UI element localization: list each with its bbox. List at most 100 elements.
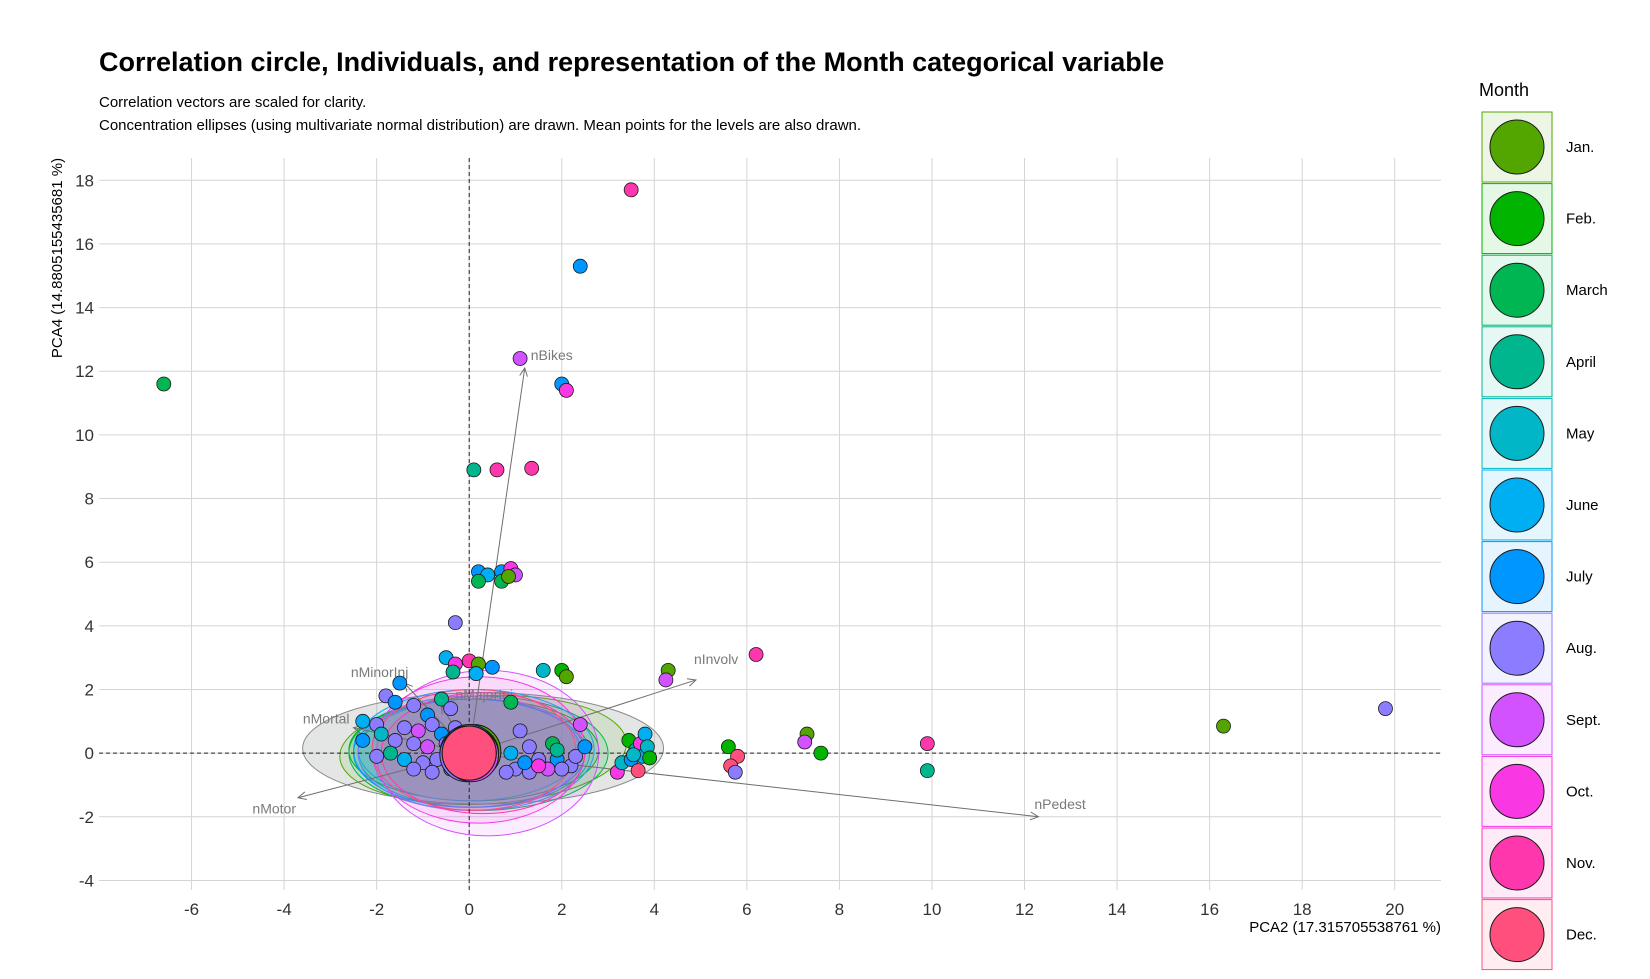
vector-label-nMinorInj: nMinorInj [351, 664, 409, 680]
mean-point-dec [441, 725, 497, 781]
x-tick-label: 16 [1200, 900, 1219, 919]
x-tick-label: 6 [742, 900, 751, 919]
point-march [503, 694, 519, 710]
grid-lines [99, 158, 1441, 890]
point-july [387, 694, 403, 710]
chart-subtitle-line-1: Correlation vectors are scaled for clari… [99, 94, 366, 111]
point-aug [443, 701, 459, 716]
point-aug [512, 723, 528, 739]
point-april [549, 742, 565, 758]
x-tick-label: 14 [1108, 900, 1127, 919]
y-tick-label: 16 [75, 235, 94, 254]
legend-key-marker-jan [1489, 119, 1545, 175]
y-tick-label: 4 [85, 617, 94, 636]
point-may [535, 663, 551, 678]
correlation-vectors: nBikes nInvolv nPedest nMotor nMortal nMinorI… [252, 347, 1086, 821]
point-june [468, 666, 484, 681]
point-nov [489, 462, 505, 478]
point-sept [410, 723, 426, 739]
x-tick-labels: -6 -4 -2 0 2 4 6 8 10 12 14 16 18 20 [184, 900, 1404, 919]
point-april [445, 664, 461, 680]
x-tick-label: 8 [835, 900, 844, 919]
x-tick-label: 0 [464, 900, 473, 919]
vector-arrowhead-nMotor [296, 791, 307, 800]
legend-label-sept: Sept. [1566, 712, 1601, 729]
vector-nBikes [468, 367, 526, 754]
y-tick-label: 0 [85, 744, 94, 763]
y-tick-label: 6 [85, 553, 94, 572]
point-july [355, 733, 371, 748]
legend-label-nov: Nov. [1566, 855, 1596, 872]
vector-label-nMajorInj: nMajorInj [455, 686, 513, 702]
x-tick-label: -6 [184, 900, 199, 919]
point-april [919, 763, 935, 779]
y-tick-label: -4 [79, 871, 94, 890]
point-oct [558, 382, 574, 398]
point-may [373, 726, 389, 742]
legend-key-marker-june [1489, 477, 1545, 533]
point-nov [748, 647, 764, 662]
y-tick-label: 18 [75, 171, 94, 190]
y-tick-label: 10 [75, 426, 94, 445]
point-aug [406, 698, 422, 713]
legend-label-dec: Dec. [1566, 927, 1597, 944]
legend: Month Jan. Feb. March April May June July Aug. S… [1479, 80, 1608, 971]
point-feb [720, 739, 736, 755]
point-nov [623, 182, 639, 198]
y-tick-label: 14 [75, 299, 94, 318]
point-march [471, 573, 486, 589]
vector-arrowhead-nPedest [1029, 811, 1040, 821]
point-feb [642, 750, 658, 766]
legend-key-marker-april [1489, 334, 1545, 390]
point-nov [524, 460, 540, 476]
point-oct [531, 758, 547, 774]
point-june [637, 726, 653, 742]
point-april [434, 691, 449, 707]
point-aug [406, 761, 422, 777]
vector-nInvolv [469, 679, 697, 754]
chart-title: Correlation circle, Individuals, and rep… [99, 47, 1164, 77]
individual-points [156, 182, 1393, 780]
point-may [626, 747, 641, 763]
vector-label-nMortal: nMortal [303, 711, 350, 727]
point-aug [521, 739, 537, 755]
point-sept [512, 351, 528, 366]
chart-subtitle-line-2: Concentration ellipses (using multivaria… [99, 117, 861, 134]
point-july [484, 659, 500, 675]
point-june [503, 745, 519, 761]
legend-label-may: May [1566, 425, 1595, 442]
point-sept [420, 739, 435, 755]
point-april [383, 745, 398, 761]
legend-label-april: April [1566, 354, 1596, 371]
y-tick-labels: -4 -2 0 2 4 6 8 10 12 14 16 18 [75, 171, 94, 890]
legend-key-marker-feb [1489, 191, 1545, 247]
point-aug [387, 733, 403, 748]
legend-label-jan: Jan. [1566, 139, 1594, 156]
point-aug [554, 761, 570, 777]
y-tick-label: 2 [85, 680, 94, 699]
legend-key-marker-july [1489, 549, 1545, 605]
point-april [466, 462, 482, 478]
point-feb [813, 745, 829, 761]
point-june [397, 752, 412, 767]
legend-label-march: March [1566, 282, 1608, 299]
legend-key-marker-nov [1489, 835, 1545, 891]
x-tick-label: 20 [1385, 900, 1404, 919]
point-aug [727, 764, 743, 780]
y-tick-label: 12 [75, 362, 94, 381]
point-march [156, 376, 172, 392]
legend-key-marker-aug [1489, 620, 1545, 676]
legend-label-july: July [1566, 569, 1593, 586]
vector-label-nPedest: nPedest [1034, 796, 1085, 812]
legend-label-aug: Aug. [1566, 640, 1597, 657]
point-july [577, 739, 593, 755]
point-aug [568, 748, 584, 764]
point-jan [1216, 718, 1231, 734]
vector-label-nMotor: nMotor [252, 801, 296, 817]
vector-arrowhead-nBikes [519, 366, 528, 377]
point-aug [498, 764, 514, 780]
point-june [355, 713, 371, 729]
vector-label-nInvolv: nInvolv [694, 651, 738, 667]
legend-key-marker-may [1489, 405, 1545, 461]
vector-arrowhead-nInvolv [686, 678, 698, 687]
